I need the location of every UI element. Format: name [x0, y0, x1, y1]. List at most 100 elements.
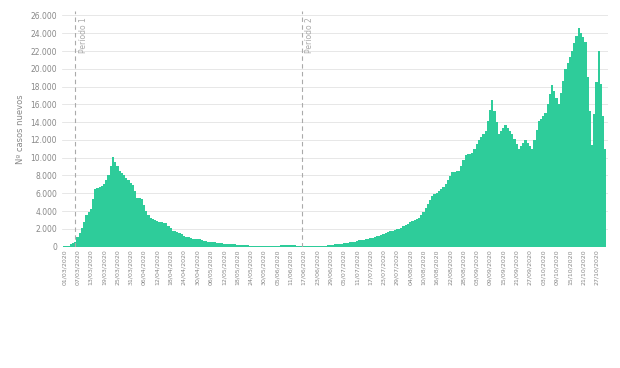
Bar [74, 242, 76, 247]
Bar [560, 92, 562, 247]
Bar [247, 245, 249, 247]
Bar [429, 200, 432, 247]
Bar [72, 243, 74, 247]
Bar [334, 244, 336, 247]
Bar [183, 236, 185, 247]
Bar [575, 36, 578, 247]
Bar [165, 223, 167, 247]
Bar [511, 134, 513, 247]
Bar [438, 191, 440, 247]
Bar [542, 116, 544, 247]
Bar [347, 243, 349, 247]
Bar [422, 212, 425, 247]
Bar [87, 212, 90, 247]
Bar [371, 238, 374, 247]
Bar [384, 233, 387, 247]
Bar [285, 245, 287, 247]
Bar [294, 245, 296, 247]
Bar [451, 172, 453, 247]
Bar [316, 246, 318, 247]
Bar [123, 176, 125, 247]
Bar [407, 224, 409, 247]
Bar [376, 237, 378, 247]
Bar [83, 222, 86, 247]
Bar [391, 231, 394, 247]
Bar [549, 94, 551, 247]
Bar [604, 149, 606, 247]
Bar [531, 149, 533, 247]
Bar [159, 222, 161, 247]
Bar [516, 144, 518, 247]
Bar [556, 98, 558, 247]
Bar [513, 139, 516, 247]
Bar [203, 241, 205, 247]
Bar [223, 244, 225, 247]
Bar [76, 237, 79, 247]
Bar [536, 130, 538, 247]
Bar [433, 194, 436, 247]
Bar [520, 146, 522, 247]
Bar [380, 235, 383, 247]
Bar [163, 223, 165, 247]
Bar [190, 238, 192, 247]
Bar [148, 215, 149, 247]
Bar [494, 111, 495, 247]
Bar [529, 146, 531, 247]
Bar [405, 225, 407, 247]
Bar [507, 128, 509, 247]
Bar [432, 196, 433, 247]
Bar [338, 244, 340, 247]
Bar [291, 245, 294, 247]
Bar [480, 137, 482, 247]
Bar [130, 183, 132, 247]
Text: Período 2: Período 2 [305, 17, 314, 53]
Bar [260, 246, 263, 247]
Bar [90, 209, 92, 247]
Bar [336, 244, 338, 247]
Bar [305, 246, 307, 247]
Bar [132, 185, 134, 247]
Bar [243, 245, 245, 247]
Bar [571, 51, 574, 247]
Bar [117, 166, 118, 247]
Bar [128, 180, 130, 247]
Bar [522, 143, 525, 247]
Bar [154, 220, 156, 247]
Bar [414, 220, 416, 247]
Bar [322, 246, 325, 247]
Bar [394, 230, 396, 247]
Bar [303, 246, 305, 247]
Bar [401, 227, 402, 247]
Bar [553, 91, 556, 247]
Bar [580, 33, 582, 247]
Bar [329, 245, 332, 247]
Bar [141, 199, 143, 247]
Bar [591, 145, 593, 247]
Bar [378, 236, 380, 247]
Bar [425, 208, 427, 247]
Bar [110, 166, 112, 247]
Bar [525, 140, 526, 247]
Bar [161, 222, 163, 247]
Bar [103, 184, 105, 247]
Bar [352, 242, 353, 247]
Bar [574, 43, 575, 247]
Bar [68, 246, 70, 247]
Bar [79, 233, 81, 247]
Bar [318, 246, 321, 247]
Bar [489, 110, 491, 247]
Bar [307, 246, 309, 247]
Bar [63, 246, 65, 247]
Bar [593, 114, 595, 247]
Bar [447, 180, 449, 247]
Bar [467, 155, 469, 247]
Bar [176, 232, 179, 247]
Bar [445, 184, 447, 247]
Bar [544, 113, 547, 247]
Bar [194, 239, 196, 247]
Bar [236, 245, 238, 247]
Bar [187, 237, 190, 247]
Bar [551, 85, 553, 247]
Bar [569, 57, 571, 247]
Bar [280, 245, 283, 247]
